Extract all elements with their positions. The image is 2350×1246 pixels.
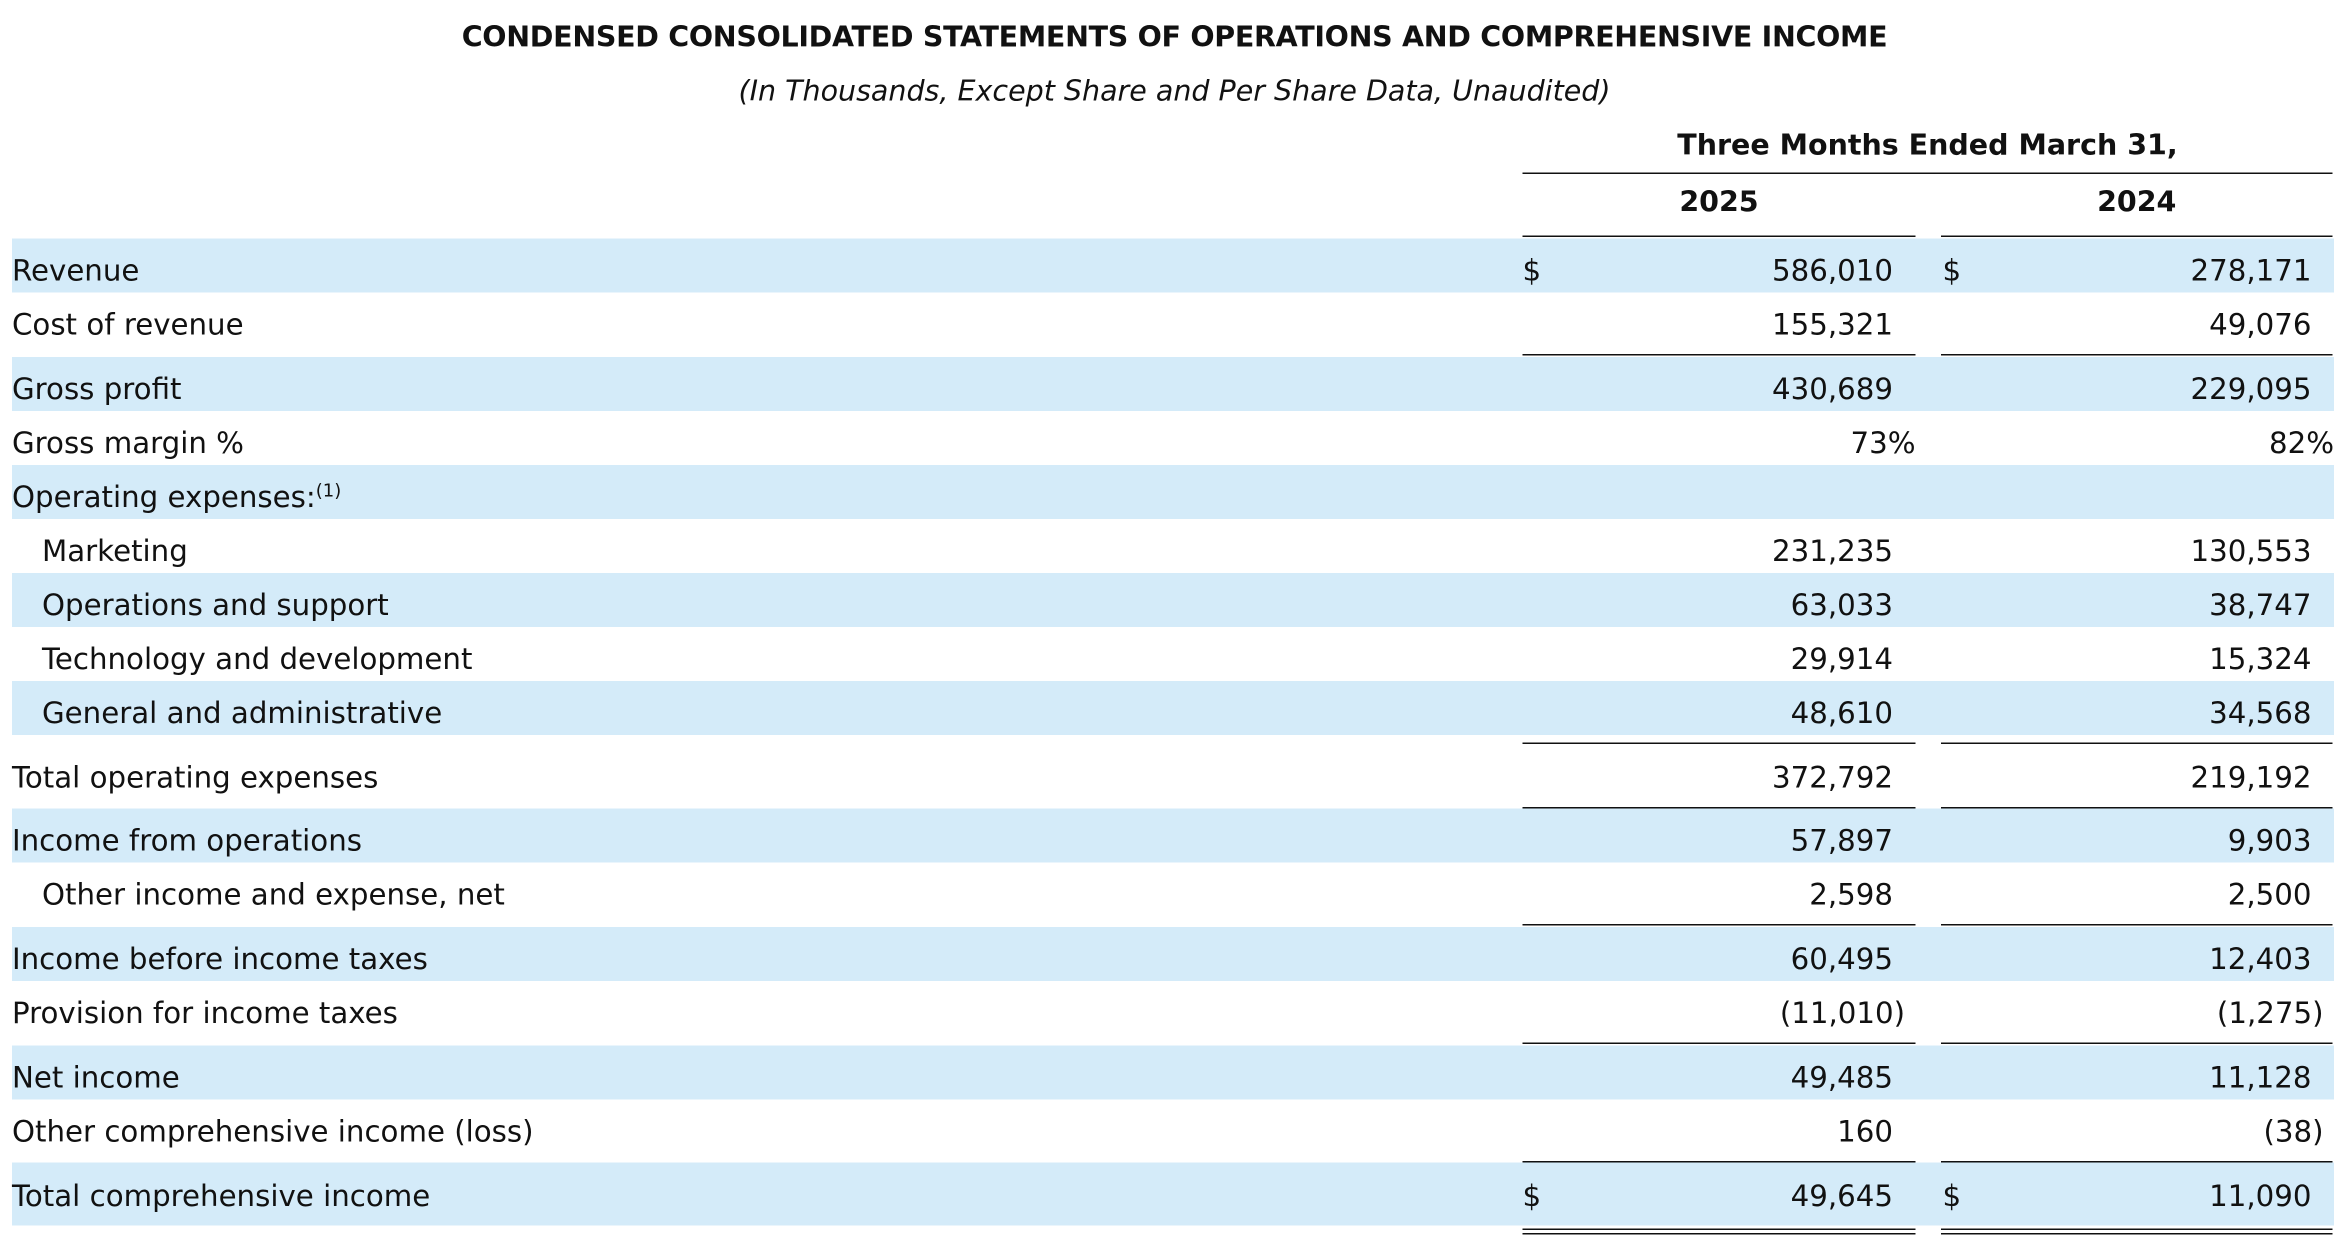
statement-subtitle: (In Thousands, Except Share and Per Shar…: [738, 75, 1611, 108]
value-2024: 34,568: [2209, 696, 2312, 731]
value-2024: 82%: [2268, 426, 2334, 461]
row-cost-of-revenue: Cost of revenue 155,321 49,076: [12, 293, 2334, 347]
row-label: Gross margin %: [12, 426, 244, 461]
row-income-before-income-taxes: Income before income taxes 60,495 12,403: [12, 927, 2334, 981]
period-header: Three Months Ended March 31,: [1677, 129, 2178, 162]
row-technology-and-development: Technology and development 29,914 15,324: [12, 627, 2334, 681]
row-label: Marketing: [42, 534, 188, 569]
subtotal-rule: [1941, 924, 2333, 926]
value-2024: (38): [2263, 1114, 2324, 1150]
currency-symbol: $: [1522, 1179, 1542, 1214]
row-label: Other comprehensive income (loss): [12, 1114, 534, 1150]
row-label: Cost of revenue: [12, 307, 244, 343]
year-underline-2024: [1941, 235, 2333, 237]
row-other-comprehensive-income: Other comprehensive income (loss) 160 (3…: [12, 1100, 2334, 1154]
year-underline-2025: [1522, 235, 1916, 237]
value-2024: 49,076: [2209, 307, 2312, 343]
statement-title: CONDENSED CONSOLIDATED STATEMENTS OF OPE…: [461, 21, 1888, 54]
value-2025: 60,495: [1790, 942, 1893, 977]
value-2025: 430,689: [1772, 372, 1893, 407]
row-label: Other income and expense, net: [42, 877, 505, 913]
row-marketing: Marketing 231,235 130,553: [12, 519, 2334, 573]
row-other-income-and-expense: Other income and expense, net 2,598 2,50…: [12, 863, 2334, 917]
year-header-2025: 2025: [1679, 186, 1759, 219]
value-2025: 160: [1837, 1114, 1893, 1150]
value-2024: 11,128: [2209, 1060, 2312, 1096]
currency-symbol: $: [1942, 253, 1962, 289]
subtotal-rule: [1522, 1161, 1916, 1163]
subtotal-rule: [1522, 807, 1916, 809]
value-2025: 57,897: [1790, 823, 1893, 859]
value-2025: 231,235: [1772, 534, 1893, 569]
double-rule-top: [1522, 1228, 1916, 1230]
row-label-text: Operating expenses:: [12, 480, 316, 515]
currency-symbol: $: [1522, 253, 1542, 289]
value-2024: 229,095: [2190, 372, 2312, 407]
subtotal-rule: [1941, 354, 2333, 356]
double-rule-bottom: [1522, 1233, 1916, 1235]
row-operations-and-support: Operations and support 63,033 38,747: [12, 573, 2334, 627]
value-2024: 12,403: [2209, 942, 2312, 977]
row-gross-margin: Gross margin % 73% 82%: [12, 411, 2334, 465]
value-2025: 2,598: [1809, 877, 1893, 913]
row-gross-profit: Gross profit 430,689 229,095: [12, 357, 2334, 411]
currency-symbol: $: [1942, 1179, 1962, 1214]
value-2024: 130,553: [2190, 534, 2312, 569]
subtotal-rule: [1522, 1042, 1916, 1044]
row-general-and-administrative: General and administrative 48,610 34,568: [12, 681, 2334, 735]
row-income-from-operations: Income from operations 57,897 9,903: [12, 808, 2334, 863]
row-label: Net income: [12, 1060, 180, 1096]
row-revenue: Revenue $ 586,010 $ 278,171: [12, 238, 2334, 293]
value-2024: 11,090: [2209, 1179, 2312, 1214]
row-label: Income from operations: [12, 823, 362, 859]
value-2025: (11,010): [1779, 996, 1905, 1031]
row-net-income: Net income 49,485 11,128: [12, 1045, 2334, 1100]
value-2025: 49,485: [1790, 1060, 1893, 1096]
footnote-marker: (1): [315, 480, 342, 501]
subtotal-rule: [1522, 354, 1916, 356]
value-2024: 38,747: [2209, 588, 2312, 623]
subtotal-rule: [1941, 742, 2333, 744]
value-2024: 15,324: [2209, 642, 2312, 677]
year-header-2024: 2024: [2097, 186, 2177, 219]
subtotal-rule: [1941, 807, 2333, 809]
value-2025: 586,010: [1772, 253, 1893, 289]
value-2025: 372,792: [1772, 760, 1893, 796]
subtotal-rule: [1522, 924, 1916, 926]
row-total-comprehensive-income: Total comprehensive income $ 49,645 $ 11…: [12, 1162, 2334, 1226]
row-label: Provision for income taxes: [12, 996, 398, 1031]
value-2025: 29,914: [1790, 642, 1893, 677]
value-2025: 49,645: [1790, 1179, 1893, 1214]
subtotal-rule: [1941, 1161, 2333, 1163]
row-label: Operations and support: [42, 588, 389, 623]
row-label: General and administrative: [42, 696, 443, 731]
value-2024: 219,192: [2190, 760, 2312, 796]
double-rule-bottom: [1941, 1233, 2333, 1235]
value-2025: 63,033: [1790, 588, 1893, 623]
value-2025: 155,321: [1772, 307, 1893, 343]
row-label: Revenue: [12, 253, 140, 289]
subtotal-rule: [1941, 1042, 2333, 1044]
row-label: Operating expenses:(1): [12, 480, 341, 515]
double-rule-top: [1941, 1228, 2333, 1230]
value-2024: 2,500: [2227, 877, 2312, 913]
row-total-operating-expenses: Total operating expenses 372,792 219,192: [12, 746, 2334, 800]
row-provision-for-income-taxes: Provision for income taxes (11,010) (1,2…: [12, 981, 2334, 1035]
period-underline: [1522, 172, 2333, 174]
value-2024: 9,903: [2227, 823, 2312, 859]
subtotal-rule: [1522, 742, 1916, 744]
row-operating-expenses-heading: Operating expenses:(1): [12, 465, 2334, 519]
row-label: Total comprehensive income: [12, 1179, 431, 1214]
value-2025: 73%: [1850, 426, 1916, 461]
row-label: Gross profit: [12, 372, 182, 407]
row-label: Total operating expenses: [12, 760, 379, 796]
value-2024: 278,171: [2190, 253, 2312, 289]
row-label: Income before income taxes: [12, 942, 428, 977]
value-2025: 48,610: [1790, 696, 1893, 731]
row-label: Technology and development: [42, 642, 473, 677]
value-2024: (1,275): [2216, 996, 2324, 1031]
